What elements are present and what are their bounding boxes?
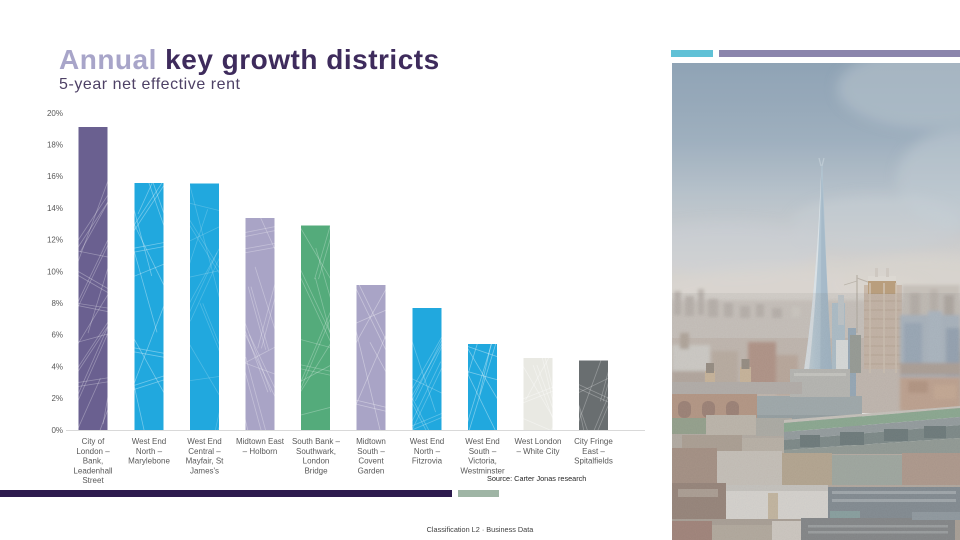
svg-text:0%: 0% <box>51 426 63 435</box>
svg-text:8%: 8% <box>51 299 63 308</box>
svg-text:10%: 10% <box>47 267 63 276</box>
svg-text:4%: 4% <box>51 362 63 371</box>
svg-text:20%: 20% <box>47 109 63 118</box>
svg-text:14%: 14% <box>47 204 63 213</box>
svg-text:16%: 16% <box>47 172 63 181</box>
svg-text:12%: 12% <box>47 236 63 245</box>
svg-text:6%: 6% <box>51 331 63 340</box>
svg-text:18%: 18% <box>47 141 63 150</box>
svg-text:2%: 2% <box>51 394 63 403</box>
svg-text:Midtown East– Holborn: Midtown East – Holborn <box>236 437 285 456</box>
svg-text:West London– White City: West London – White City <box>515 437 562 456</box>
